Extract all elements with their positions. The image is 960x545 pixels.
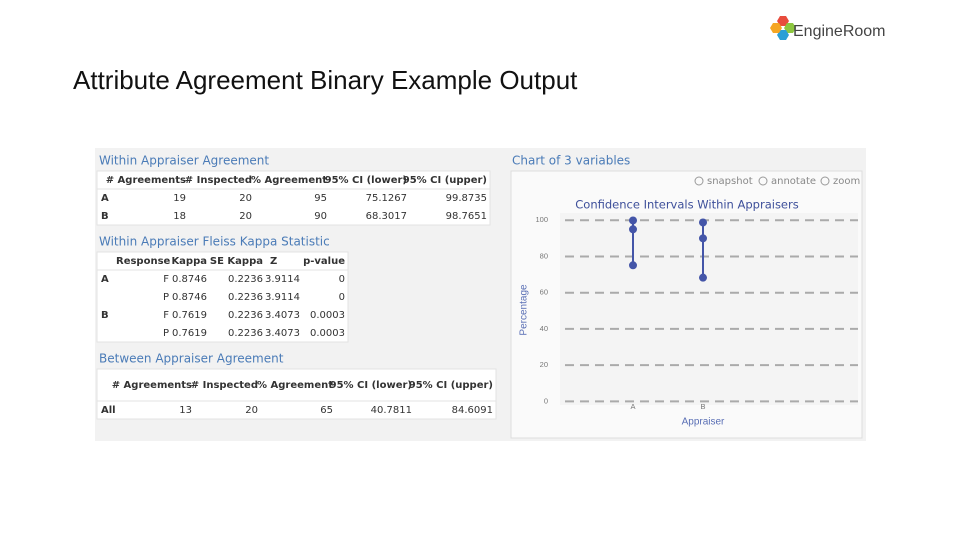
table-cell: 65 [320, 405, 333, 416]
table-cell: 98.7651 [446, 211, 487, 222]
table-cell: 0.2236 [228, 292, 263, 303]
toolbar-icon [820, 176, 830, 186]
toolbar-button: annotate [771, 176, 816, 187]
table-cell: 3.9114 [265, 292, 300, 303]
column-header: 95% CI (lower) [325, 175, 407, 186]
column-header: % Agreement [257, 380, 333, 391]
logo-text: EngineRoom [793, 23, 886, 40]
column-header: 95% CI (lower) [330, 380, 412, 391]
section-title: Between Appraiser Agreement [99, 352, 284, 366]
table-cell: P [163, 328, 169, 339]
column-header: Z [270, 256, 277, 267]
table-cell: F [163, 310, 169, 321]
column-header: SE Kappa [210, 256, 263, 267]
toolbar-icon [758, 176, 768, 186]
table-cell: 3.4073 [265, 310, 300, 321]
table-cell: 3.9114 [265, 274, 300, 285]
row-label: A [101, 274, 109, 285]
table-cell: 0.2236 [228, 274, 263, 285]
table-bg [96, 251, 349, 343]
table-cell: 0 [339, 274, 345, 285]
table-cell: 90 [314, 211, 327, 222]
bound-point [699, 273, 707, 282]
chart: Chart of 3 variables snapshot annotate zoom… [512, 154, 860, 428]
table-cell: 20 [239, 193, 252, 204]
logo-hex [784, 23, 796, 33]
tables: Within Appraiser Agreement# Agreements# … [96, 154, 497, 420]
table-cell: 95 [314, 193, 327, 204]
table-cell: 0.8746 [172, 292, 207, 303]
toolbar-button: snapshot [707, 176, 753, 187]
column-header: # Inspected [191, 380, 258, 391]
mean-point [629, 225, 637, 234]
panel-title: Chart of 3 variables [512, 154, 630, 168]
table-cell: 75.1267 [366, 193, 407, 204]
plot-area [560, 213, 858, 405]
table-cell: 0.2236 [228, 310, 263, 321]
y-tick-label: 60 [540, 288, 548, 297]
column-header: 95% CI (upper) [403, 175, 487, 186]
table-cell: 19 [173, 193, 186, 204]
logo-hex [777, 30, 789, 40]
table-cell: 20 [239, 211, 252, 222]
column-header: 95% CI (upper) [409, 380, 493, 391]
column-header: # Agreements [106, 175, 186, 186]
logo-hex [777, 16, 789, 26]
toolbar-button: zoom [833, 176, 860, 187]
chart-title: Confidence Intervals Within Appraisers [575, 198, 798, 212]
table-cell: 13 [179, 405, 192, 416]
slide-title: Attribute Agreement Binary Example Outpu… [73, 65, 578, 95]
toolbar-icon [694, 176, 704, 186]
table-cell: F [163, 274, 169, 285]
logo-hex [770, 23, 782, 33]
table-cell: 18 [173, 211, 186, 222]
row-label: A [101, 193, 109, 204]
y-tick-label: 0 [544, 396, 548, 405]
table-cell: 0 [339, 292, 345, 303]
row-label: All [101, 405, 116, 416]
table-cell: 68.3017 [366, 211, 407, 222]
table-cell: 0.7619 [172, 328, 207, 339]
mean-point [699, 234, 707, 243]
column-header: # Agreements [112, 380, 192, 391]
table-cell: 99.8735 [446, 193, 487, 204]
table-cell: 40.7811 [371, 405, 412, 416]
section-title: Within Appraiser Agreement [99, 154, 269, 168]
table-cell: P [163, 292, 169, 303]
table-cell: 3.4073 [265, 328, 300, 339]
bound-point [629, 261, 637, 270]
row-label: B [101, 211, 109, 222]
table-cell: 84.6091 [452, 405, 493, 416]
table-cell: 0.0003 [310, 310, 345, 321]
y-tick-label: 40 [540, 324, 548, 333]
table-bg [96, 170, 491, 226]
y-axis-label: Percentage [519, 284, 530, 336]
row-label: B [101, 310, 109, 321]
bound-point [629, 216, 637, 225]
table-cell: 0.2236 [228, 328, 263, 339]
column-header: Kappa [171, 256, 207, 267]
y-tick-label: 20 [540, 360, 548, 369]
y-tick-label: 100 [535, 215, 548, 224]
table-cell: 0.7619 [172, 310, 207, 321]
table-cell: 20 [245, 405, 258, 416]
column-header: % Agreement [251, 175, 327, 186]
column-header: # Inspected [185, 175, 252, 186]
table-cell: 0.0003 [310, 328, 345, 339]
y-tick-label: 80 [540, 251, 548, 260]
section-title: Within Appraiser Fleiss Kappa Statistic [99, 235, 330, 249]
x-tick-label: B [700, 402, 705, 411]
column-header: p-value [303, 256, 345, 267]
table-bg [96, 368, 497, 420]
logo: EngineRoom [770, 16, 886, 40]
table-cell: 0.8746 [172, 274, 207, 285]
x-tick-label: A [630, 402, 635, 411]
x-axis-label: Appraiser [682, 417, 725, 428]
bound-point [699, 218, 707, 227]
column-header: Response [116, 256, 171, 267]
